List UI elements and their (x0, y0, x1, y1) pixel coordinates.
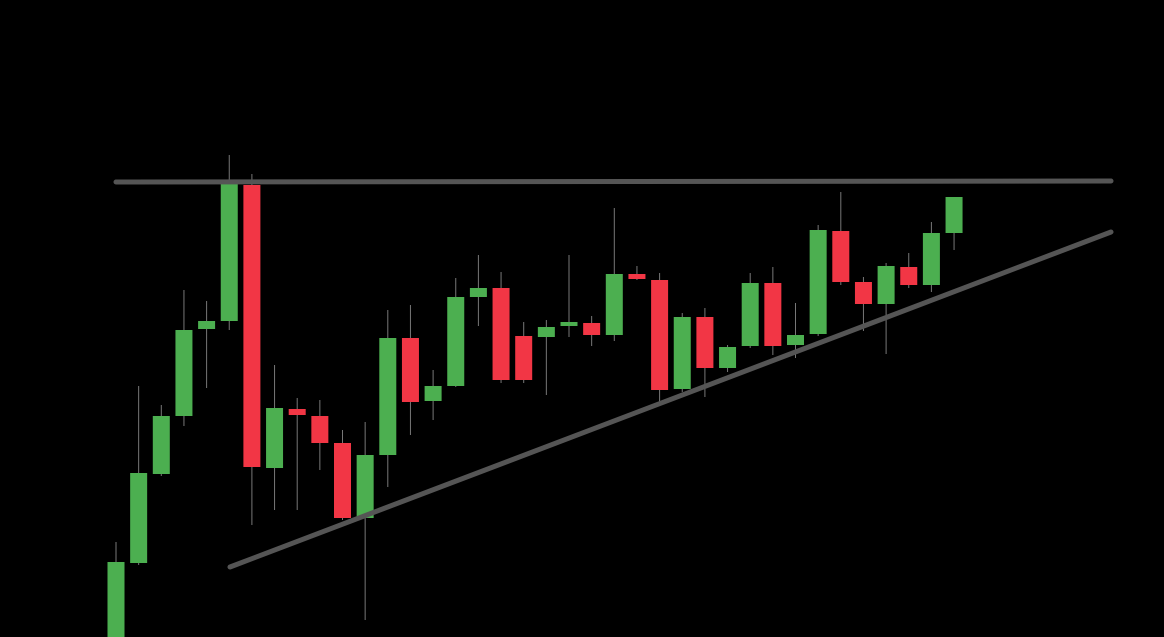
candle-body (220, 184, 238, 321)
candle-body (673, 317, 691, 389)
candle-body (900, 267, 918, 285)
candle-body (379, 338, 397, 455)
support-line (227, 229, 1114, 570)
candle-body (469, 288, 487, 297)
candle-body (288, 409, 306, 415)
candle-body (401, 338, 419, 402)
candle-body (651, 280, 669, 390)
candle-body (334, 443, 351, 518)
candle-body (809, 230, 827, 334)
candle-body (492, 288, 510, 380)
candle-body (832, 231, 850, 282)
candle-body (175, 330, 193, 416)
candle-body (537, 327, 555, 337)
candle-body (356, 455, 374, 518)
candle-body (130, 473, 148, 563)
candle-body (152, 416, 170, 474)
candle-body (447, 297, 465, 386)
candle-body (560, 322, 578, 326)
candle-body (719, 347, 737, 368)
candle-body (311, 416, 329, 443)
candle-body (605, 274, 623, 335)
candle-body (107, 562, 125, 637)
candle-body (787, 335, 804, 345)
candle-body (696, 317, 714, 368)
candles (107, 155, 963, 637)
candle-body (583, 323, 601, 335)
candle-body (764, 283, 782, 346)
resistance-line (113, 178, 1114, 185)
candle-body (877, 266, 895, 304)
candle-body (854, 282, 872, 304)
candle-body (243, 185, 261, 467)
candle-body (945, 197, 963, 233)
candle-body (515, 336, 533, 380)
candle-body (198, 321, 216, 329)
candle-body (741, 283, 759, 346)
candle-body (922, 233, 940, 285)
candle-body (266, 408, 284, 468)
candle-body (424, 386, 442, 401)
candle-body (628, 274, 646, 279)
